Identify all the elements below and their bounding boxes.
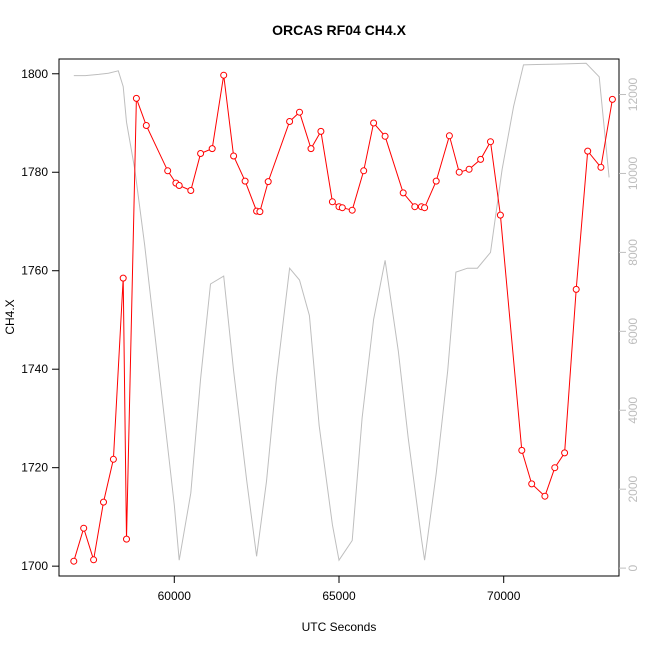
primary-data-point <box>411 203 419 211</box>
primary-data-point <box>572 285 580 293</box>
primary-data-point <box>197 150 205 157</box>
primary-data-point <box>399 189 407 197</box>
plot-frame <box>58 58 620 577</box>
y2-tick-label: 2000 <box>626 476 640 503</box>
primary-data-point <box>370 119 378 127</box>
primary-data-point <box>317 127 325 135</box>
y-tick-label: 1780 <box>21 165 48 179</box>
primary-data-point <box>80 524 88 532</box>
primary-data-point <box>465 165 473 173</box>
primary-data-point <box>487 138 494 146</box>
primary-data-point <box>421 204 429 212</box>
primary-data-point <box>348 206 356 214</box>
primary-series-line <box>73 75 613 562</box>
y-tick-label: 1800 <box>21 67 48 81</box>
primary-data-point <box>286 118 294 125</box>
y2-tick-label: 12000 <box>626 78 640 112</box>
primary-data-point <box>123 535 130 543</box>
x-tick-label: 65000 <box>322 589 356 603</box>
primary-data-point <box>109 455 117 463</box>
primary-data-point <box>432 177 440 185</box>
primary-data-point <box>220 71 228 79</box>
primary-data-point <box>296 108 303 116</box>
primary-data-point <box>584 147 592 155</box>
primary-data-point <box>328 198 336 206</box>
primary-data-point <box>445 132 453 140</box>
y-axis-label: CH4.X <box>3 299 17 334</box>
primary-data-point <box>241 177 249 185</box>
primary-series-group <box>70 71 616 565</box>
primary-data-point <box>528 480 536 488</box>
primary-data-point <box>187 187 195 194</box>
primary-data-point <box>561 449 569 457</box>
primary-data-point <box>477 155 485 163</box>
y-tick-label: 1760 <box>21 264 48 278</box>
primary-data-point <box>381 132 389 140</box>
primary-data-point <box>518 446 526 454</box>
primary-data-point <box>541 492 549 500</box>
primary-data-point <box>256 208 264 216</box>
primary-data-point <box>119 274 127 282</box>
y-tick-label: 1700 <box>21 559 48 573</box>
x-axis-label: UTC Seconds <box>302 620 377 634</box>
primary-data-point <box>132 94 140 102</box>
x-tick-label: 70000 <box>487 589 521 603</box>
primary-data-point <box>338 204 346 212</box>
y2-tick-label: 10000 <box>626 156 640 190</box>
primary-data-point <box>230 152 238 160</box>
primary-data-point <box>208 145 216 153</box>
primary-data-point <box>142 122 150 129</box>
primary-data-point <box>360 167 368 175</box>
primary-data-point <box>608 95 616 103</box>
chart-title: ORCAS RF04 CH4.X <box>272 22 406 38</box>
primary-data-point <box>551 464 559 472</box>
y2-tick-label: 8000 <box>626 239 640 266</box>
x-tick-label: 60000 <box>158 589 192 603</box>
primary-data-point <box>70 557 78 565</box>
primary-data-point <box>175 182 183 189</box>
primary-data-point <box>100 498 107 506</box>
y-tick-label: 1720 <box>21 461 48 475</box>
primary-data-point <box>455 168 463 176</box>
y2-tick-label: 0 <box>626 564 640 571</box>
primary-data-point <box>496 211 504 219</box>
primary-data-point <box>597 163 605 171</box>
y2-tick-label: 6000 <box>626 318 640 345</box>
primary-data-point <box>264 178 272 186</box>
primary-data-point <box>307 145 315 153</box>
y-tick-label: 1740 <box>21 362 48 376</box>
primary-data-point <box>164 167 172 175</box>
y2-tick-label: 4000 <box>626 397 640 424</box>
primary-data-point <box>90 556 98 564</box>
